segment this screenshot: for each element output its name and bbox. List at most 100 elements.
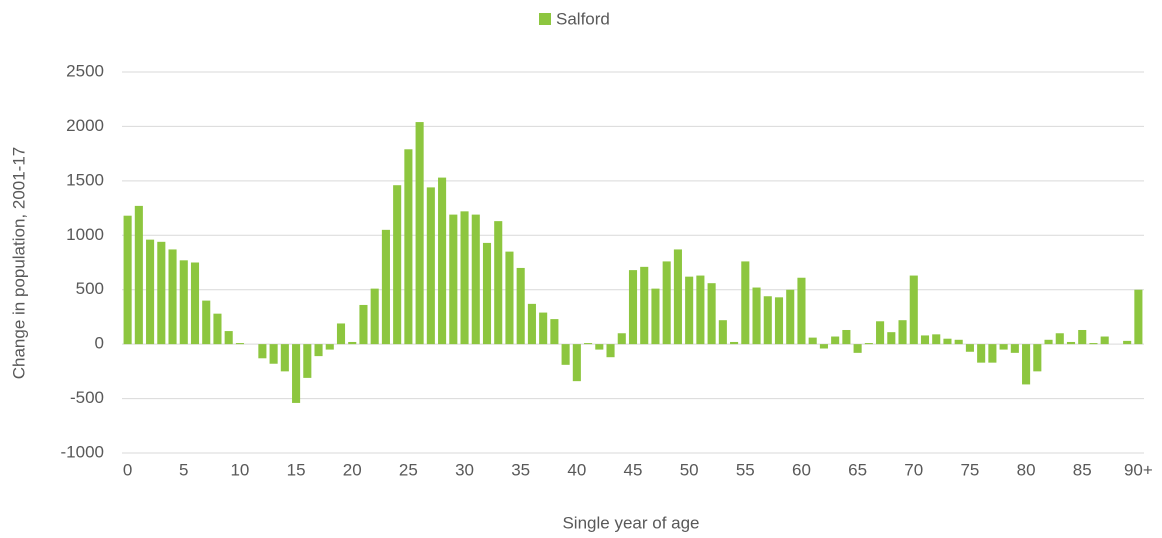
- bar: [628, 270, 638, 345]
- bar: [1100, 336, 1109, 345]
- x-axis-label: Single year of age: [562, 513, 699, 532]
- y-axis-label: Change in population, 2001-17: [9, 147, 28, 380]
- bar: [819, 344, 828, 349]
- bar: [707, 283, 716, 345]
- bar: [730, 341, 739, 345]
- bar: [539, 312, 548, 345]
- bar: [404, 149, 413, 345]
- bar: [1044, 339, 1053, 345]
- bar: [752, 287, 761, 345]
- x-tick-label: 65: [848, 460, 867, 479]
- bar: [168, 249, 177, 345]
- bar: [1010, 344, 1019, 353]
- x-tick-label: 35: [511, 460, 530, 479]
- bar: [269, 344, 278, 364]
- bar: [482, 242, 492, 345]
- bar: [797, 277, 806, 345]
- x-tick-label: 0: [123, 460, 132, 479]
- x-tick-label: 20: [343, 460, 362, 479]
- bar: [359, 304, 368, 345]
- y-tick-label: 1500: [66, 170, 104, 189]
- bar: [460, 211, 469, 345]
- bar: [741, 261, 750, 345]
- bar: [864, 343, 873, 345]
- bar: [348, 341, 357, 345]
- bar: [1033, 344, 1042, 372]
- bar: [235, 343, 244, 345]
- bar: [1066, 341, 1076, 345]
- bar: [606, 344, 615, 358]
- bar: [808, 337, 817, 345]
- x-tick-label: 30: [455, 460, 474, 479]
- y-tick-label: -1000: [61, 442, 104, 461]
- bar: [920, 335, 930, 345]
- bar: [977, 344, 986, 363]
- bar: [213, 313, 222, 345]
- bar: [1123, 340, 1132, 345]
- legend-swatch: [539, 13, 551, 25]
- bar: [572, 344, 581, 382]
- x-tick-label: 50: [680, 460, 699, 479]
- bar: [1078, 329, 1087, 345]
- bar: [314, 344, 323, 357]
- y-tick-label: -500: [70, 388, 104, 407]
- bar: [673, 249, 682, 345]
- bar: [336, 323, 346, 345]
- y-tick-label: 1000: [66, 225, 104, 244]
- bar: [303, 344, 312, 378]
- bar: [853, 344, 862, 353]
- bar: [426, 187, 435, 345]
- bar: [954, 339, 963, 345]
- bar: [718, 320, 727, 345]
- y-tick-label: 2000: [66, 116, 104, 135]
- bar: [561, 344, 570, 365]
- bar: [494, 221, 503, 345]
- bar: [696, 275, 705, 345]
- bar: [965, 344, 974, 352]
- x-tick-label: 70: [904, 460, 923, 479]
- bar: [898, 320, 907, 345]
- bar: [471, 214, 480, 345]
- bar: [1134, 289, 1143, 345]
- bar: [325, 344, 334, 350]
- bar: [763, 296, 772, 345]
- bar: [876, 321, 885, 345]
- bar: [292, 344, 301, 403]
- bar: [505, 251, 514, 345]
- bar: [370, 288, 379, 345]
- bar: [842, 329, 851, 345]
- bar: [786, 289, 795, 345]
- bar: [449, 214, 458, 345]
- x-tick-label: 45: [624, 460, 643, 479]
- bar: [909, 275, 918, 345]
- bar: [415, 122, 424, 345]
- bar: [831, 336, 840, 345]
- bar: [157, 241, 166, 345]
- bar: [146, 239, 155, 345]
- bar: [179, 260, 188, 345]
- x-tick-label: 80: [1017, 460, 1036, 479]
- x-tick-label: 40: [567, 460, 586, 479]
- bar: [527, 303, 536, 345]
- x-tick-label: 25: [399, 460, 418, 479]
- bar: [999, 344, 1008, 350]
- bar: [438, 177, 447, 345]
- bar: [516, 267, 525, 345]
- bar: [640, 266, 649, 345]
- bar: [190, 262, 200, 345]
- bar: [584, 343, 593, 345]
- bar: [932, 334, 941, 345]
- bar: [1089, 343, 1098, 345]
- bar: [258, 344, 267, 359]
- bar: [202, 300, 211, 345]
- bar: [887, 332, 896, 345]
- bar: [943, 338, 952, 345]
- bar: [651, 288, 660, 345]
- bar: [123, 215, 132, 345]
- legend-label: Salford: [556, 9, 610, 28]
- x-tick-label: 60: [792, 460, 811, 479]
- bar: [1022, 344, 1031, 385]
- bar: [550, 319, 559, 345]
- x-tick-label: 75: [960, 460, 979, 479]
